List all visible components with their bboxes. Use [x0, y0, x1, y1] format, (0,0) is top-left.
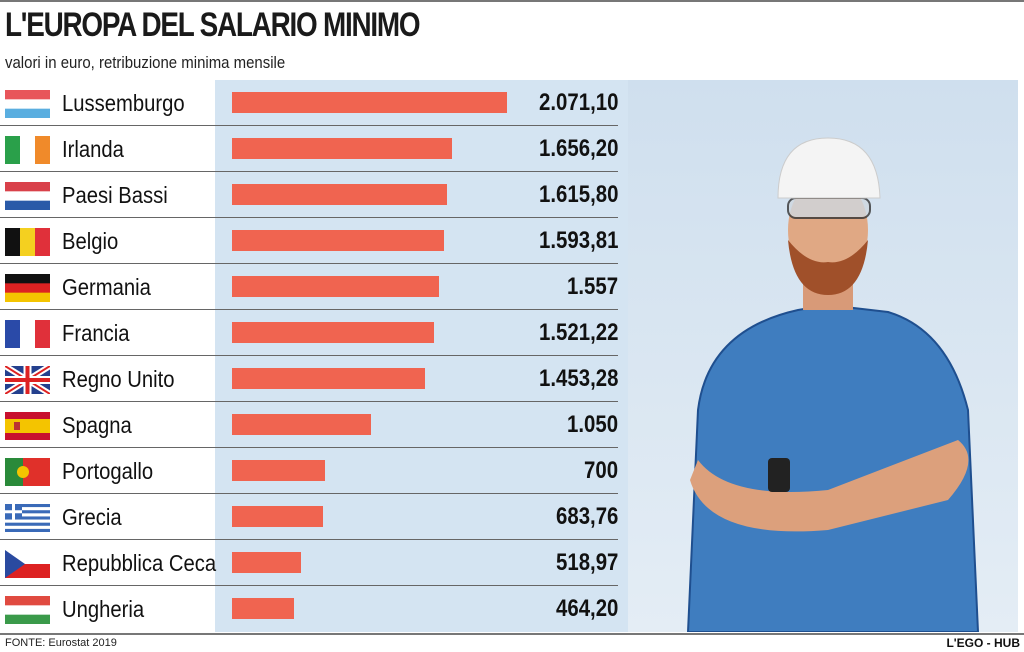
chart-row: Germania 1.557	[0, 264, 628, 310]
bar-panel	[215, 80, 628, 632]
portugal-flag-icon	[5, 458, 50, 486]
germany-flag-icon	[5, 274, 50, 303]
category-label: Spagna	[62, 412, 132, 438]
chart-row: Regno Unito 1.453,28	[0, 356, 628, 402]
value-label: 2.071,10	[538, 89, 618, 116]
worker-illustration	[686, 137, 980, 632]
chart-row: Lussemburgo 2.071,10	[0, 80, 628, 126]
row-divider	[0, 171, 618, 172]
value-label: 1.050	[566, 411, 618, 438]
category-label: Grecia	[62, 504, 122, 530]
row-divider	[0, 401, 618, 402]
category-label: Francia	[62, 320, 130, 346]
worker-photo	[628, 80, 1018, 632]
value-label: 1.557	[566, 273, 618, 300]
category-label: Irlanda	[62, 136, 124, 162]
top-rule	[0, 0, 1024, 2]
belgium-flag-icon	[5, 228, 51, 256]
value-label: 683,76	[555, 503, 618, 530]
czech-flag-icon	[5, 550, 50, 578]
france-flag-icon	[5, 320, 51, 348]
bottom-rule	[0, 633, 1024, 635]
bar	[232, 414, 372, 435]
chart-row: Spagna 1.050	[0, 402, 628, 448]
bar	[232, 230, 444, 251]
chart-row: Ungheria 464,20	[0, 586, 628, 632]
category-label: Belgio	[62, 228, 119, 254]
row-divider	[0, 263, 618, 264]
chart-row: Belgio 1.593,81	[0, 218, 628, 264]
value-label: 1.656,20	[538, 135, 618, 162]
row-divider	[0, 217, 618, 218]
category-label: Repubblica Ceca	[62, 550, 217, 576]
row-divider	[0, 493, 618, 494]
chart-row: Francia 1.521,22	[0, 310, 628, 356]
row-divider	[0, 539, 618, 540]
bar	[232, 322, 434, 343]
bar	[232, 552, 301, 573]
category-label: Regno Unito	[62, 366, 175, 392]
category-label: Lussemburgo	[62, 90, 185, 116]
row-divider	[0, 447, 618, 448]
bar	[232, 506, 323, 527]
bar	[232, 184, 447, 205]
bar	[232, 598, 294, 619]
chart-row: Repubblica Ceca 518,97	[0, 540, 628, 586]
source-note: FONTE: Eurostat 2019	[5, 637, 117, 649]
credit: L'EGO - HUB	[946, 636, 1020, 650]
bar	[232, 368, 425, 389]
value-label: 1.615,80	[538, 181, 618, 208]
netherlands-flag-icon	[5, 182, 50, 211]
chart-row: Grecia 683,76	[0, 494, 628, 540]
value-label: 1.453,28	[538, 365, 618, 392]
value-label: 518,97	[555, 549, 618, 576]
chart-row: Irlanda 1.656,20	[0, 126, 628, 172]
bar	[232, 276, 439, 297]
greece-flag-icon	[5, 504, 50, 533]
uk-flag-icon	[3, 363, 52, 397]
category-label: Ungheria	[62, 596, 145, 622]
spain-flag-icon	[5, 412, 50, 440]
ireland-flag-icon	[5, 136, 51, 164]
category-label: Portogallo	[62, 458, 154, 484]
chart-subtitle: valori in euro, retribuzione minima mens…	[5, 53, 286, 72]
bar	[232, 138, 452, 159]
row-divider	[0, 125, 618, 126]
bar	[232, 92, 507, 113]
bar	[232, 460, 325, 481]
row-divider	[0, 355, 618, 356]
hungary-flag-icon	[5, 596, 50, 625]
row-divider	[0, 309, 618, 310]
value-label: 700	[583, 457, 618, 484]
value-label: 464,20	[555, 595, 618, 622]
category-label: Paesi Bassi	[62, 182, 168, 208]
value-label: 1.593,81	[538, 227, 618, 254]
value-label: 1.521,22	[538, 319, 618, 346]
luxembourg-flag-icon	[5, 90, 50, 119]
chart-row: Paesi Bassi 1.615,80	[0, 172, 628, 218]
chart-row: Portogallo 700	[0, 448, 628, 494]
category-label: Germania	[62, 274, 151, 300]
chart-title: L'EUROPA DEL SALARIO MINIMO	[5, 6, 421, 44]
row-divider	[0, 585, 618, 586]
